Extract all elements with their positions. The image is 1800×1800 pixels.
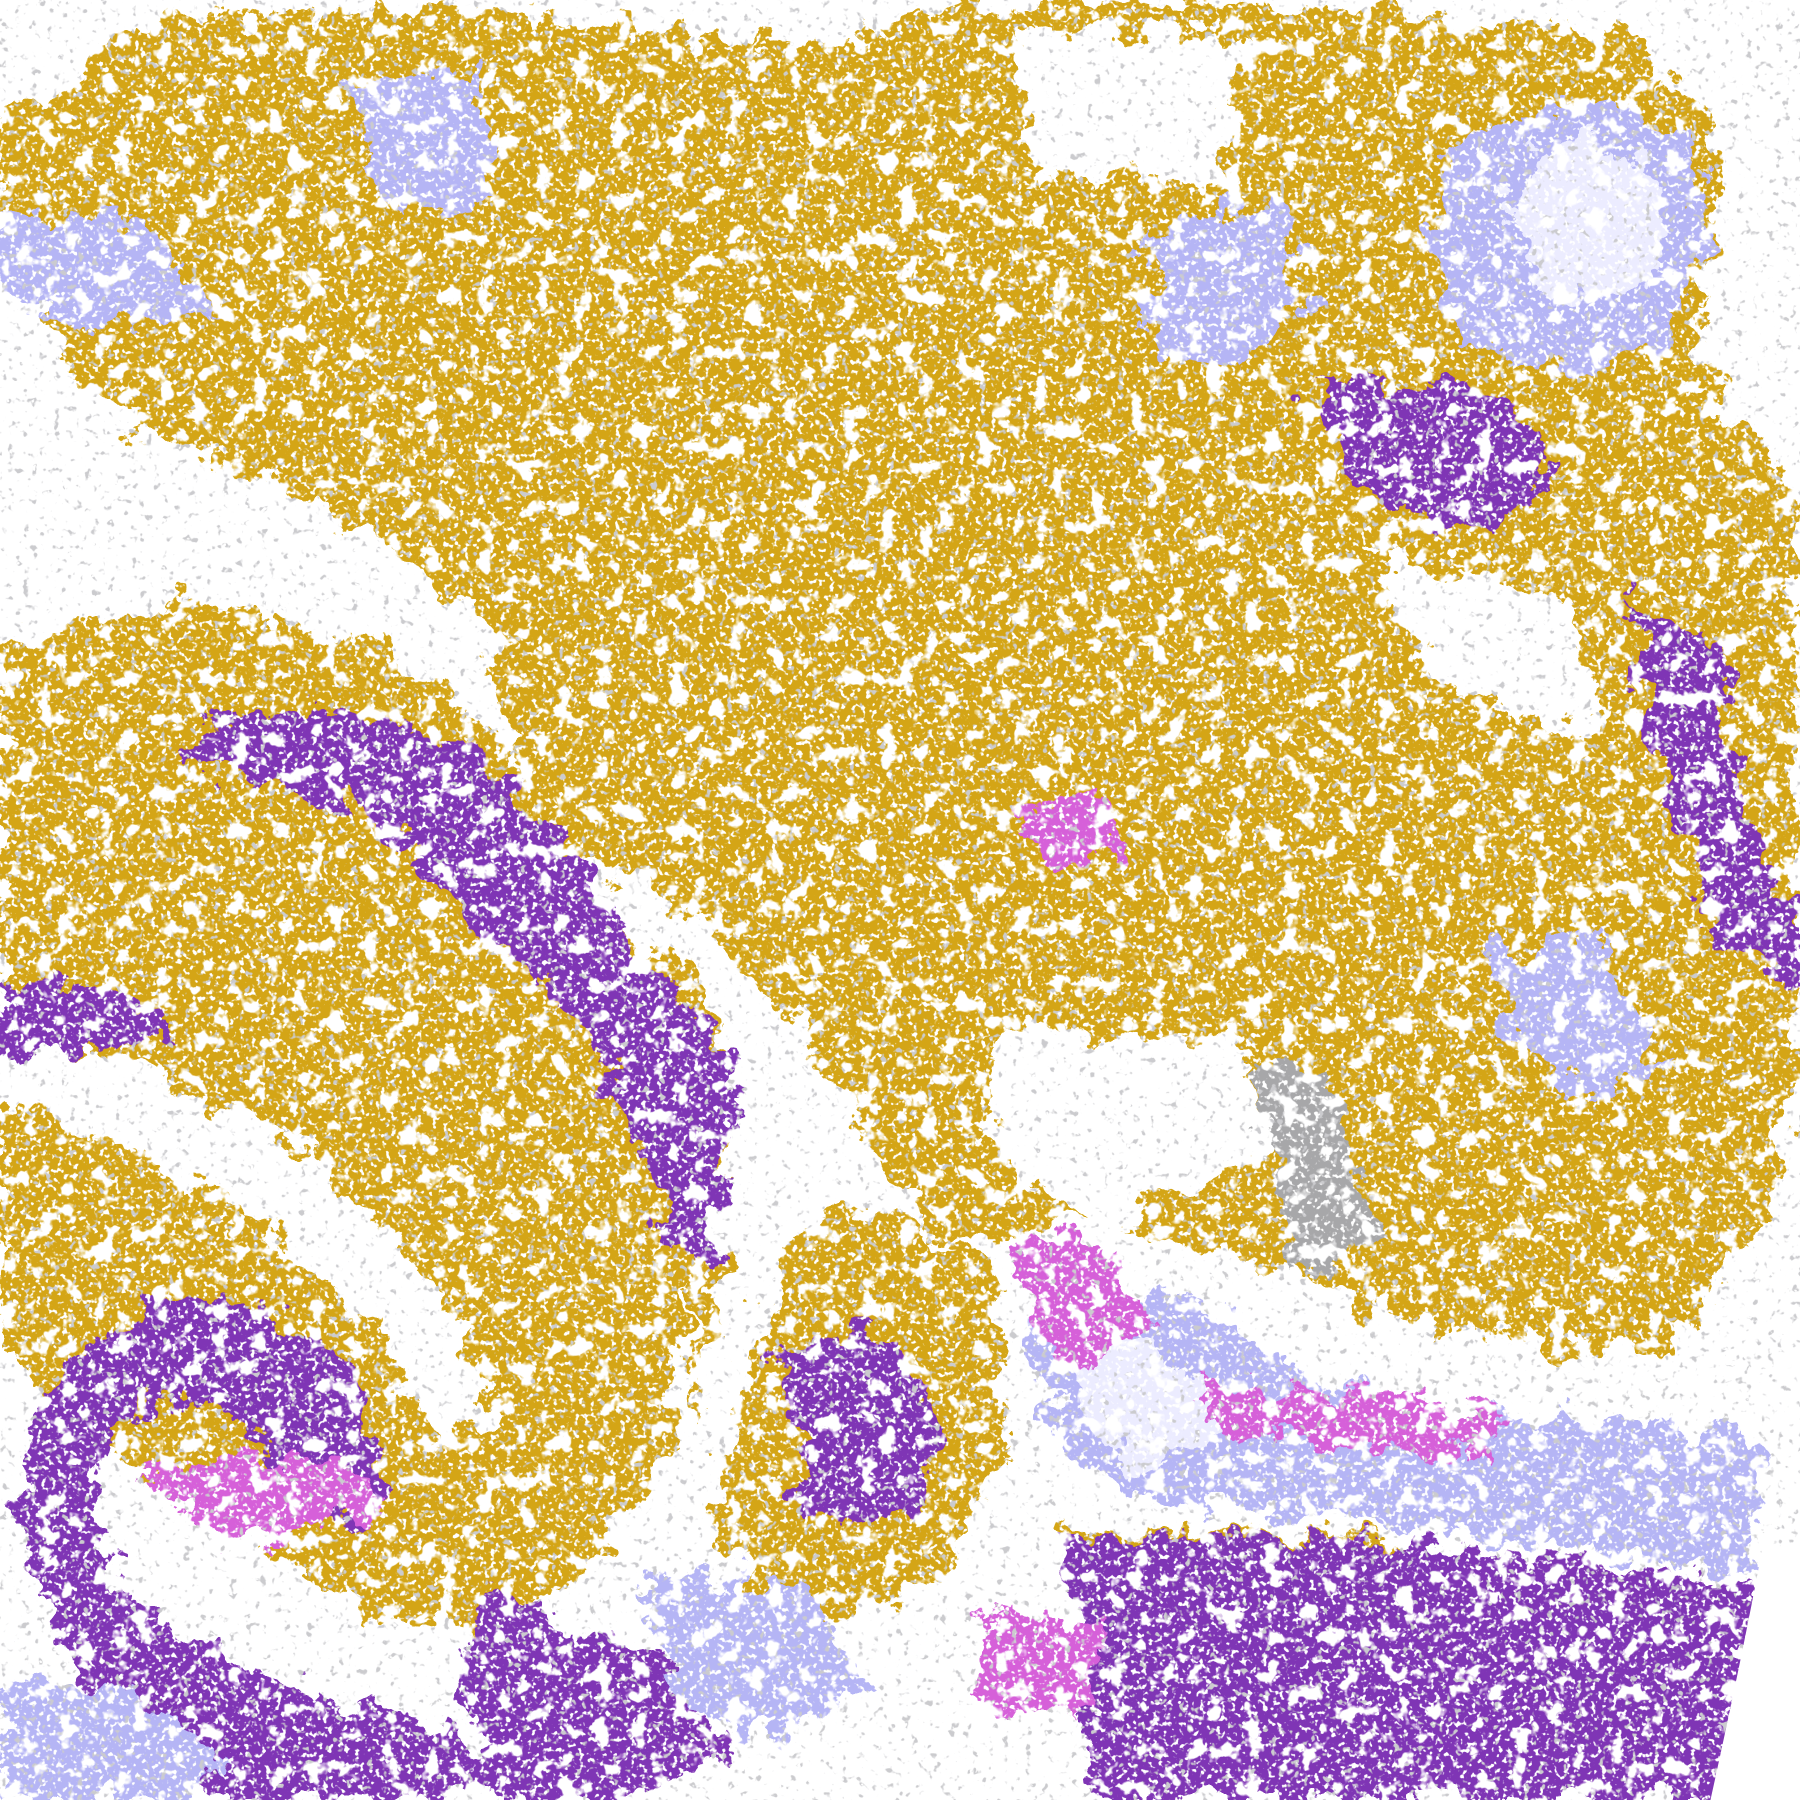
outside-disk [1710,1549,1800,1800]
